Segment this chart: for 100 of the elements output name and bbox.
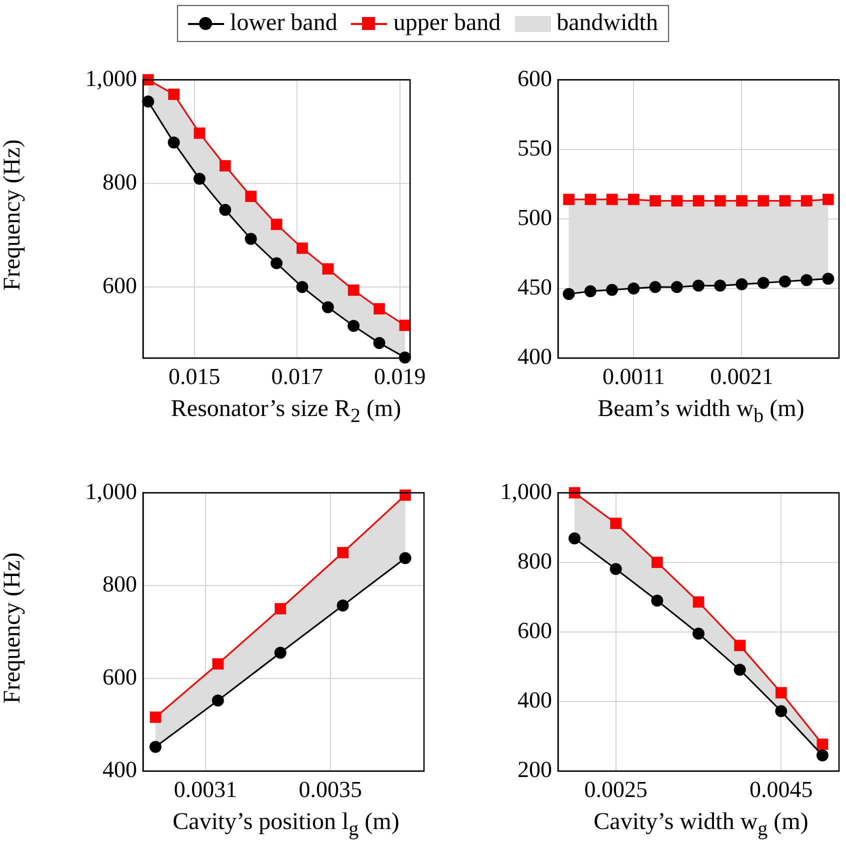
y-tick-label: 500 <box>518 204 552 230</box>
point <box>692 628 704 640</box>
point <box>245 190 257 202</box>
point <box>610 562 622 575</box>
point <box>775 687 787 698</box>
point <box>734 640 746 652</box>
point <box>373 336 386 349</box>
point <box>775 705 788 718</box>
y-tick-label: 550 <box>518 135 552 160</box>
y-tick-label: 800 <box>102 169 137 194</box>
y-tick-label: 1,000 <box>85 66 137 91</box>
legend-label: upper band <box>393 10 501 37</box>
y-tick-label: 600 <box>518 66 552 91</box>
x-axis-title: Cavity’s position l$_{g}$ (m) <box>172 809 400 841</box>
point <box>649 281 662 294</box>
point <box>149 740 162 753</box>
point <box>714 195 726 206</box>
point <box>779 195 791 206</box>
point <box>651 594 664 607</box>
point <box>714 280 726 292</box>
x-axis-title: Resonator’s size R$_{2}$ (m) <box>170 396 402 428</box>
y-tick-label: 400 <box>518 687 552 712</box>
x-tick-label: 0.0035 <box>298 776 362 802</box>
point <box>348 320 360 332</box>
point <box>270 257 283 270</box>
point <box>563 194 574 206</box>
y-tick-label: 800 <box>102 572 137 597</box>
x-tick-label: 0.0011 <box>602 364 665 389</box>
point <box>296 281 308 294</box>
point <box>822 194 834 206</box>
x-tick-label: 0.017 <box>271 364 323 389</box>
y-axis-title: Frequency (Hz) <box>0 552 26 704</box>
x-tick-label: 0.0045 <box>750 776 813 802</box>
x-tick-label: 0.0025 <box>584 776 648 802</box>
point <box>274 646 286 659</box>
point <box>274 603 286 614</box>
point <box>800 195 812 206</box>
point <box>628 282 640 294</box>
point <box>736 278 748 290</box>
y-tick-label: 600 <box>102 273 137 298</box>
legend-label: bandwidth <box>556 10 658 37</box>
point <box>628 194 640 206</box>
x-tick-label: 0.0031 <box>174 776 238 802</box>
y-axis-title: Frequency (Hz) <box>0 139 26 291</box>
y-tick-label: 200 <box>518 757 552 782</box>
point <box>336 599 349 612</box>
point <box>150 712 162 723</box>
point <box>758 195 770 206</box>
point <box>610 518 622 530</box>
point <box>374 303 385 314</box>
point <box>778 275 791 288</box>
point <box>562 288 575 300</box>
point <box>337 546 348 558</box>
legend-label: lower band <box>230 10 338 37</box>
x-axis-title: Beam’s width w$_{b}$ (m) <box>598 396 804 428</box>
point <box>584 285 596 298</box>
point <box>194 172 206 185</box>
point <box>650 195 661 206</box>
point <box>168 88 180 100</box>
point <box>816 738 828 750</box>
point <box>399 552 412 564</box>
point <box>322 301 334 314</box>
point <box>568 532 581 544</box>
point <box>734 664 746 676</box>
point <box>692 280 704 292</box>
point <box>219 204 232 216</box>
point <box>757 276 770 289</box>
point <box>584 194 596 206</box>
point <box>606 194 618 206</box>
y-tick-label: 400 <box>102 757 137 782</box>
point <box>220 160 231 172</box>
point <box>270 218 282 230</box>
point <box>671 195 683 206</box>
y-tick-label: 600 <box>518 618 552 643</box>
point <box>736 195 748 206</box>
point <box>322 263 334 275</box>
point <box>168 136 180 148</box>
point <box>670 281 683 294</box>
point <box>212 658 224 670</box>
y-tick-label: 400 <box>518 344 552 370</box>
point <box>400 489 411 501</box>
point <box>296 242 308 254</box>
point <box>800 274 813 286</box>
point <box>348 284 360 296</box>
x-tick-label: 0.019 <box>374 364 426 389</box>
point <box>194 128 206 139</box>
point <box>244 232 257 245</box>
y-tick-label: 450 <box>518 274 552 300</box>
y-tick-label: 600 <box>102 664 137 690</box>
point <box>142 96 154 108</box>
y-tick-label: 1,000 <box>500 478 552 504</box>
point <box>652 556 663 568</box>
point <box>816 749 828 762</box>
point <box>822 272 834 285</box>
point <box>399 320 411 332</box>
y-tick-label: 1,000 <box>85 478 137 504</box>
point <box>692 596 704 608</box>
x-tick-label: 0.0021 <box>710 364 774 389</box>
x-axis-title: Cavity’s width w$_{g}$ (m) <box>594 809 808 841</box>
point <box>606 284 618 296</box>
